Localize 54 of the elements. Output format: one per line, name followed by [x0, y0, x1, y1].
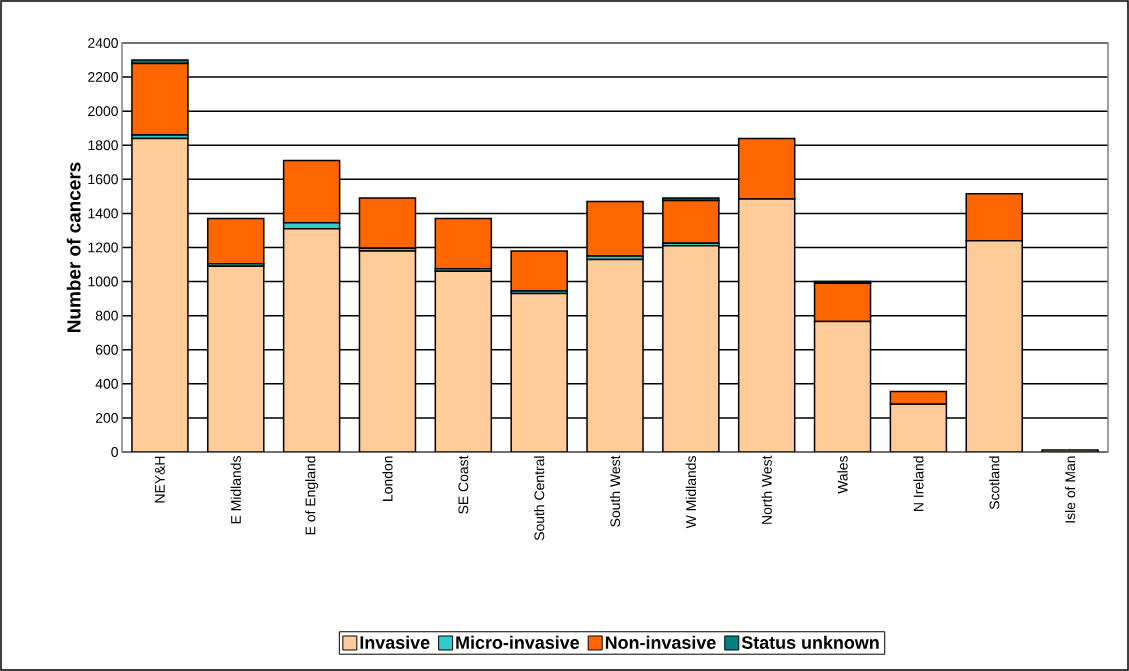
- y-tick-label: 400: [95, 378, 118, 389]
- bar: [510, 250, 568, 292]
- bar: [434, 217, 493, 270]
- legend-label: Non-invasive: [605, 635, 716, 649]
- y-tick-label: 1200: [88, 242, 118, 253]
- bar: [207, 217, 265, 265]
- legend-label: Micro-invasive: [456, 635, 580, 649]
- x-tick-label: SE Coast: [458, 455, 469, 514]
- bar: [889, 390, 948, 406]
- legend-label: Status unknown: [741, 635, 879, 649]
- bar: [737, 198, 796, 452]
- x-tick-label: South Central: [534, 456, 545, 541]
- bar: [662, 199, 720, 244]
- bar: [131, 62, 189, 136]
- x-tick-label: Isle of Man: [1064, 456, 1076, 523]
- y-tick-label: 1600: [88, 174, 118, 185]
- bar: [586, 258, 644, 452]
- legend-label: Invasive: [360, 635, 430, 649]
- bar: [889, 403, 948, 452]
- bar: [282, 159, 341, 224]
- y-tick-label: 1400: [88, 208, 118, 219]
- x-tick-label: Scotland: [989, 456, 1000, 510]
- x-tick-label: N Ireland: [913, 456, 924, 511]
- bar: [358, 250, 417, 452]
- bar: [965, 193, 1023, 242]
- y-axis-title: Number of cancers: [66, 162, 81, 332]
- x-tick-label: London: [382, 456, 393, 501]
- bar: [662, 245, 720, 452]
- x-tick-label: E Midlands: [230, 456, 241, 524]
- x-tick-label: Wales: [837, 456, 848, 494]
- y-tick-label: 800: [95, 310, 118, 321]
- bar: [131, 137, 189, 452]
- bar: [282, 227, 341, 452]
- bar: [207, 265, 265, 452]
- x-tick-label: NEY&H: [155, 456, 165, 503]
- y-tick-label: 200: [95, 412, 118, 423]
- y-tick-label: 2200: [88, 72, 118, 83]
- y-tick-label: 1000: [88, 276, 118, 287]
- y-tick-label: 2400: [88, 38, 118, 48]
- bar: [434, 270, 493, 452]
- x-tick-label: W Midlands: [685, 456, 696, 529]
- x-tick-label: South West: [609, 455, 621, 527]
- x-tick-label: North West: [761, 455, 772, 524]
- bar: [586, 200, 644, 257]
- bar: [965, 239, 1023, 452]
- bar: [358, 197, 417, 250]
- bar: [813, 282, 872, 323]
- y-tick-label: 2000: [88, 106, 118, 117]
- y-tick-label: 0: [111, 447, 118, 457]
- y-tick-label: 1800: [88, 140, 118, 151]
- y-tick-label: 600: [95, 344, 118, 355]
- bar: [813, 320, 872, 452]
- x-tick-label: E of England: [305, 456, 319, 535]
- bar: [510, 292, 568, 452]
